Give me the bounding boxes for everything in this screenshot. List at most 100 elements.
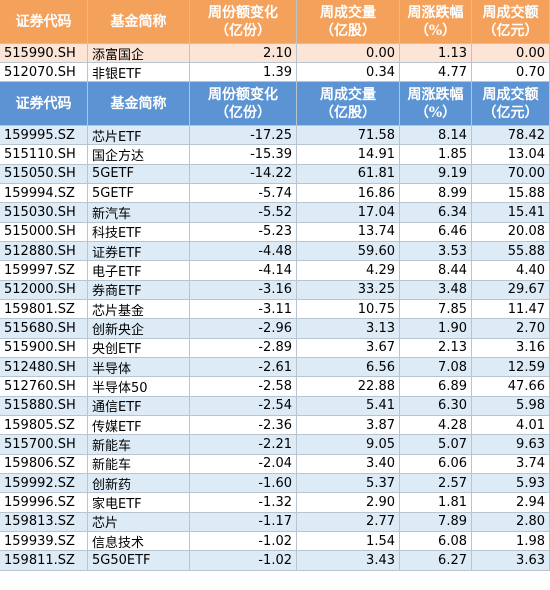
value-cell: 8.44: [400, 261, 472, 281]
value-cell: 5.41: [297, 396, 400, 416]
value-cell: -4.48: [190, 242, 297, 262]
value-cell: 1.90: [400, 319, 472, 339]
value-cell: 15.88: [472, 184, 550, 204]
value-cell: 7.89: [400, 512, 472, 532]
value-cell: -5.52: [190, 203, 297, 223]
value-cell: -17.25: [190, 126, 297, 146]
text-cell: 159997.SZ: [0, 261, 88, 281]
value-cell: 3.16: [472, 338, 550, 358]
header-cell: 基金简称: [88, 82, 190, 126]
text-cell: 159996.SZ: [0, 493, 88, 513]
text-cell: 传媒ETF: [88, 416, 190, 436]
value-cell: 47.66: [472, 377, 550, 397]
header-cell: 周涨跌幅 （%）: [400, 82, 472, 126]
value-cell: -1.02: [190, 551, 297, 571]
text-cell: 5G50ETF: [88, 551, 190, 571]
text-cell: 159805.SZ: [0, 416, 88, 436]
text-cell: 512000.SH: [0, 280, 88, 300]
value-cell: 20.08: [472, 222, 550, 242]
value-cell: 0.00: [297, 44, 400, 63]
text-cell: 芯片: [88, 512, 190, 532]
text-cell: 半导体50: [88, 377, 190, 397]
value-cell: -2.21: [190, 435, 297, 455]
value-cell: -5.23: [190, 222, 297, 242]
value-cell: 4.29: [297, 261, 400, 281]
value-cell: -2.61: [190, 358, 297, 378]
header-text: （亿份）: [215, 22, 271, 39]
value-cell: 8.99: [400, 184, 472, 204]
header-text: （亿股）: [320, 104, 376, 121]
value-cell: 2.77: [297, 512, 400, 532]
value-cell: 78.42: [472, 126, 550, 146]
value-cell: 1.13: [400, 44, 472, 63]
value-cell: -5.74: [190, 184, 297, 204]
value-cell: 5.07: [400, 435, 472, 455]
value-cell: 1.39: [190, 63, 297, 82]
text-cell: 515000.SH: [0, 222, 88, 242]
header-text: （亿元）: [482, 104, 539, 121]
header-text: 周成交额: [482, 86, 539, 103]
text-cell: 5GETF: [88, 164, 190, 184]
value-cell: 3.43: [297, 551, 400, 571]
text-cell: 半导体: [88, 358, 190, 378]
value-cell: -2.04: [190, 454, 297, 474]
value-cell: -15.39: [190, 145, 297, 165]
text-cell: 5GETF: [88, 184, 190, 204]
text-cell: 512880.SH: [0, 242, 88, 262]
text-cell: 515110.SH: [0, 145, 88, 165]
value-cell: 13.74: [297, 222, 400, 242]
header-cell: 证券代码: [0, 82, 88, 126]
value-cell: -1.02: [190, 532, 297, 552]
value-cell: 15.41: [472, 203, 550, 223]
value-cell: 3.87: [297, 416, 400, 436]
header-text: （亿元）: [482, 22, 539, 39]
value-cell: 2.80: [472, 512, 550, 532]
value-cell: 6.30: [400, 396, 472, 416]
header-text: 周成交量: [320, 86, 376, 103]
value-cell: -1.17: [190, 512, 297, 532]
text-cell: 515990.SH: [0, 44, 88, 63]
text-cell: 非银ETF: [88, 63, 190, 82]
text-cell: 515680.SH: [0, 319, 88, 339]
value-cell: 4.40: [472, 261, 550, 281]
header-text: 周成交额: [482, 4, 539, 21]
header-cell: 周成交量 （亿股）: [297, 0, 400, 44]
text-cell: 通信ETF: [88, 396, 190, 416]
value-cell: 13.04: [472, 145, 550, 165]
text-cell: 芯片ETF: [88, 126, 190, 146]
value-cell: 9.19: [400, 164, 472, 184]
value-cell: 6.27: [400, 551, 472, 571]
header-text: 证券代码: [15, 13, 72, 30]
text-cell: 创新央企: [88, 319, 190, 339]
value-cell: 33.25: [297, 280, 400, 300]
header-text: （亿份）: [215, 104, 271, 121]
value-cell: -2.36: [190, 416, 297, 436]
value-cell: -2.58: [190, 377, 297, 397]
text-cell: 证券ETF: [88, 242, 190, 262]
header-text: （%）: [414, 22, 457, 39]
value-cell: 9.63: [472, 435, 550, 455]
text-cell: 159813.SZ: [0, 512, 88, 532]
value-cell: 55.88: [472, 242, 550, 262]
value-cell: 6.06: [400, 454, 472, 474]
text-cell: 512760.SH: [0, 377, 88, 397]
value-cell: 17.04: [297, 203, 400, 223]
value-cell: 22.88: [297, 377, 400, 397]
value-cell: 71.58: [297, 126, 400, 146]
text-cell: 科技ETF: [88, 222, 190, 242]
value-cell: -3.16: [190, 280, 297, 300]
value-cell: 9.05: [297, 435, 400, 455]
value-cell: -1.32: [190, 493, 297, 513]
value-cell: 6.08: [400, 532, 472, 552]
value-cell: 0.00: [472, 44, 550, 63]
text-cell: 515900.SH: [0, 338, 88, 358]
value-cell: 2.90: [297, 493, 400, 513]
value-cell: -14.22: [190, 164, 297, 184]
text-cell: 515880.SH: [0, 396, 88, 416]
header-text: 基金简称: [110, 13, 167, 30]
header-text: （%）: [414, 104, 457, 121]
text-cell: 央创ETF: [88, 338, 190, 358]
value-cell: 0.70: [472, 63, 550, 82]
value-cell: 2.13: [400, 338, 472, 358]
text-cell: 新汽车: [88, 203, 190, 223]
